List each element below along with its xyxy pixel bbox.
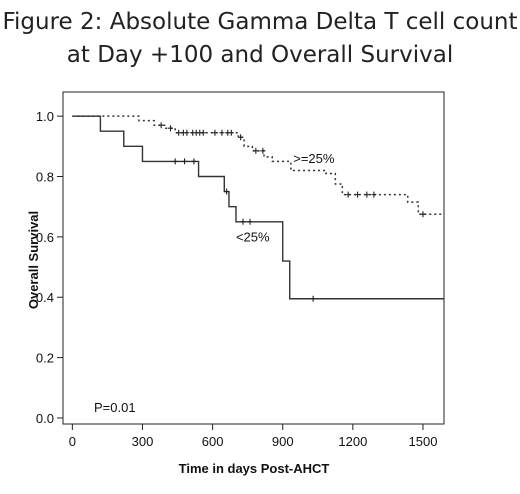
censor-mark (247, 218, 253, 225)
censor-mark (224, 188, 230, 195)
title-line-2: at Day +100 and Overall Survival (66, 42, 454, 68)
p-value-annotation: P=0.01 (94, 400, 136, 415)
censor-mark (240, 218, 246, 225)
x-tick-label: 900 (272, 434, 294, 449)
series-line (72, 115, 444, 300)
y-axis-label: Overall Survival (26, 211, 41, 309)
censor-mark (200, 129, 206, 136)
y-tick-label: 0.0 (36, 411, 54, 426)
censor-mark (355, 191, 361, 198)
y-tick-label: 0.2 (36, 351, 54, 366)
censor-mark (371, 191, 377, 198)
series-label: >=25% (293, 151, 335, 166)
censor-mark (158, 122, 164, 129)
x-axis-label: Time in days Post-AHCT (179, 461, 330, 476)
censor-mark (310, 295, 316, 302)
series-layer: >=25% <25% (72, 115, 444, 302)
censor-mark (191, 158, 197, 165)
censor-mark (253, 147, 259, 154)
y-tick-label: 0.6 (36, 230, 54, 245)
censor-mark (364, 191, 370, 198)
censor-mark (176, 129, 182, 136)
x-tick-label: 0 (69, 434, 76, 449)
censor-mark (228, 129, 234, 136)
figure-title: Figure 2: Absolute Gamma Delta T cell co… (0, 6, 520, 72)
censor-mark (184, 129, 190, 136)
censor-mark (212, 129, 218, 136)
x-tick-label: 600 (202, 434, 224, 449)
censor-mark (182, 158, 188, 165)
series-line (72, 115, 444, 215)
series-label: <25% (236, 229, 270, 244)
title-line-1: Figure 2: Absolute Gamma Delta T cell co… (2, 9, 518, 35)
x-tick-label: 1500 (409, 434, 438, 449)
y-tick-label: 0.4 (36, 290, 54, 305)
censor-mark (238, 134, 244, 141)
axes: 0 300 600 900 1200 1500 0.0 0.2 0.4 0.6 0.8 1.0 (36, 109, 438, 449)
censor-mark (172, 158, 178, 165)
censor-mark (345, 191, 351, 198)
censor-mark (219, 129, 225, 136)
x-tick-label: 1200 (338, 434, 367, 449)
x-tick-label: 300 (132, 434, 154, 449)
y-tick-label: 1.0 (36, 109, 54, 124)
censor-mark (260, 147, 266, 154)
censor-mark (420, 211, 426, 218)
y-tick-label: 0.8 (36, 170, 54, 185)
censor-mark (168, 125, 174, 132)
plot-frame (62, 91, 445, 425)
